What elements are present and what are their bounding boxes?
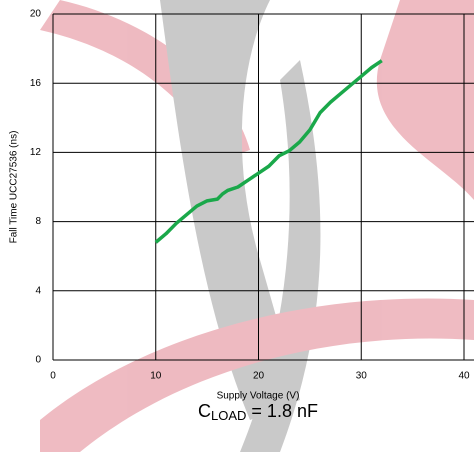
y-tick-label: 8 [35, 216, 41, 227]
watermark-swoosh [160, 0, 300, 420]
y-tick-label: 4 [35, 285, 41, 296]
y-tick-label: 0 [35, 355, 41, 366]
annotation-base: C [198, 401, 211, 421]
x-tick-label: 30 [356, 371, 368, 382]
x-tick-label: 10 [150, 371, 162, 382]
y-tick-label: 12 [30, 147, 42, 158]
watermark-swoosh [40, 298, 474, 452]
watermark-swoosh [240, 60, 321, 452]
watermark-swoosh [376, 0, 474, 200]
annotation-rest: = 1.8 nF [246, 401, 318, 421]
watermark [40, 0, 474, 452]
y-tick-label: 20 [30, 9, 42, 20]
x-tick-label: 40 [458, 371, 470, 382]
x-tick-label: 0 [50, 371, 56, 382]
annotation: CLOAD = 1.8 nF [198, 401, 318, 424]
x-tick-label: 20 [253, 371, 265, 382]
y-axis-label: Fall Time UCC27536 (ns) [9, 131, 20, 244]
data-line [154, 59, 383, 244]
x-axis-label: Supply Voltage (V) [217, 391, 300, 402]
annotation-sub: LOAD [211, 408, 246, 423]
y-tick-label: 16 [30, 78, 42, 89]
